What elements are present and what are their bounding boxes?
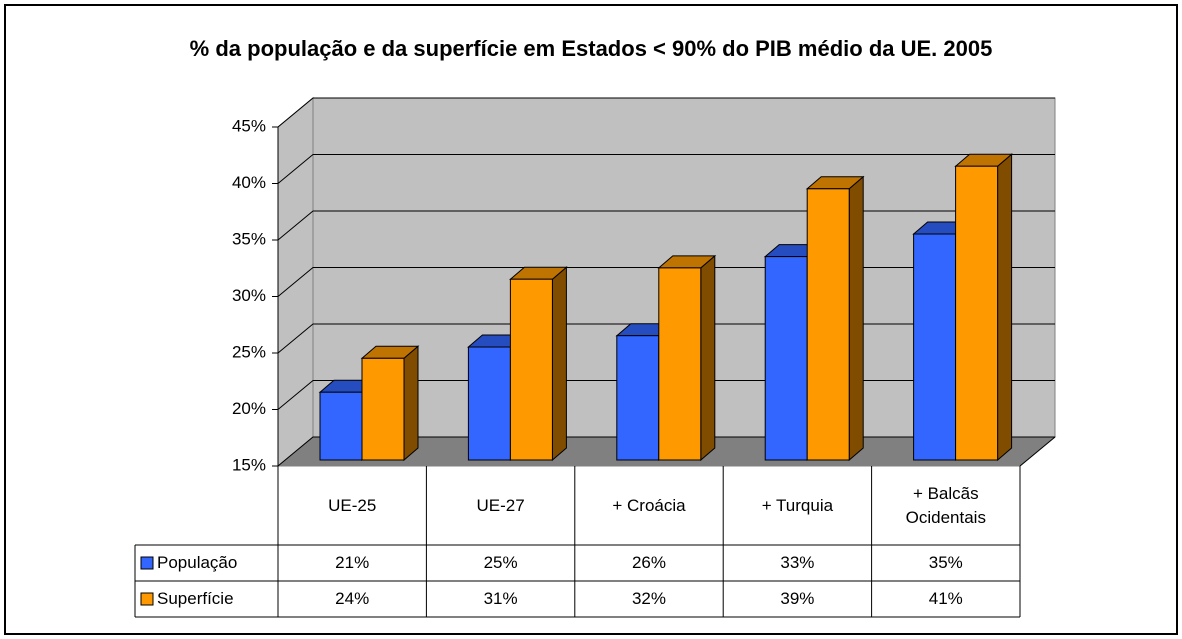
chart-title: % da população e da superfície em Estado… [190,36,993,61]
y-tick-label: 45% [232,116,266,135]
y-tick-label: 30% [232,286,266,305]
x-tick-label: + Balcãs Ocidentais [905,483,986,527]
bar-side [700,254,716,462]
bar [658,267,702,461]
y-tick-label: 25% [232,342,266,361]
table-value: 39% [780,589,815,609]
legend-label: Superfície [157,589,234,609]
legend-swatch [140,556,154,570]
grid-line [277,97,1055,128]
bar [955,165,999,461]
table-value: 21% [335,553,370,573]
bar-side [848,175,864,462]
table-value: 26% [631,553,666,573]
legend-swatch [140,592,154,606]
table-value: 32% [631,589,666,609]
bar-side [403,345,419,462]
bar-side [551,266,567,462]
table-value: 31% [483,589,518,609]
table-value: 33% [780,553,815,573]
x-tick-label: UE-27 [476,495,525,515]
table-value: 24% [335,589,370,609]
y-tick-label: 35% [232,229,266,248]
table-value: 25% [483,553,518,573]
bar [361,357,405,461]
x-tick-label: UE-25 [328,495,377,515]
bar [616,335,660,461]
bar [806,188,850,461]
bar [467,346,511,461]
table-line [1019,436,1056,467]
bar [509,278,553,461]
x-tick-label: + Croácia [612,495,686,515]
bar [913,233,957,461]
table-value: 35% [928,553,963,573]
x-tick-label: + Turquia [761,495,834,515]
y-tick-label: 20% [232,399,266,418]
table-value: 41% [928,589,963,609]
bar-side [997,153,1013,462]
y-tick-label: 15% [232,455,266,474]
y-tick-label: 40% [232,173,266,192]
legend-label: População [157,553,238,573]
grid-line [277,154,1055,184]
bar [764,256,808,461]
bar [319,391,363,461]
